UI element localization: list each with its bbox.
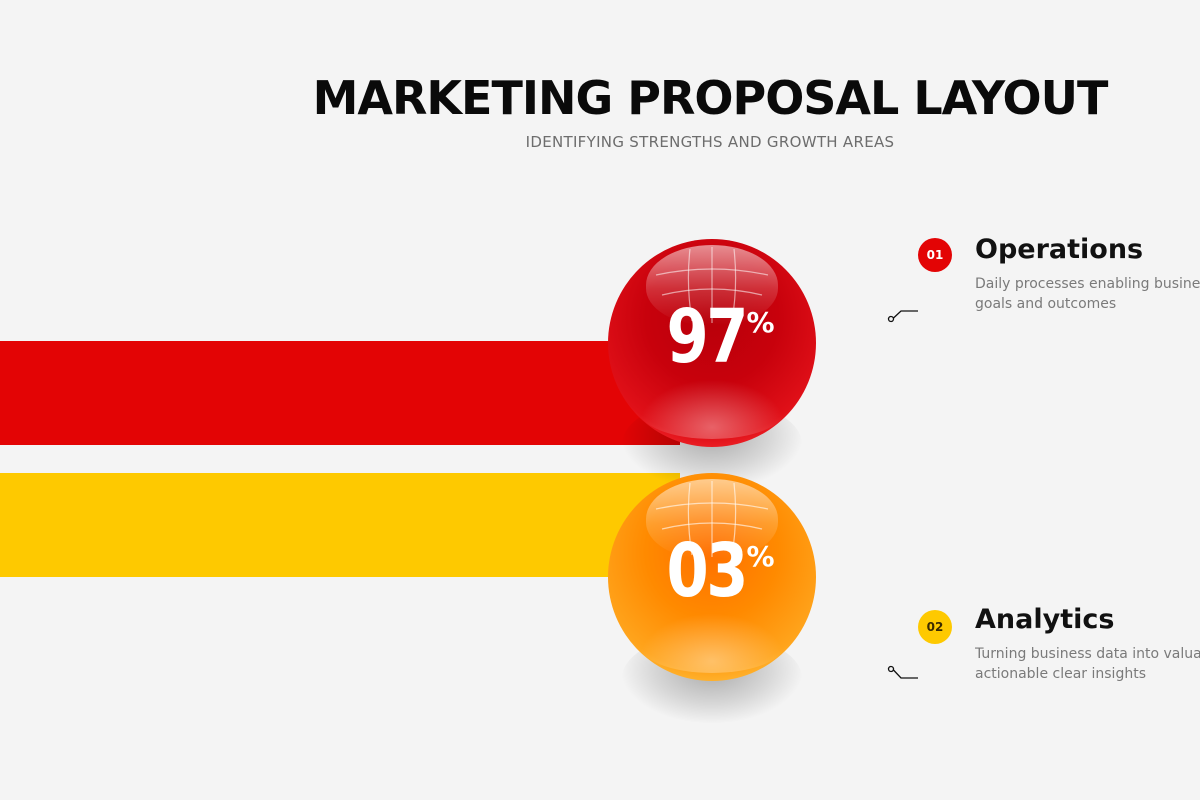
number-badge-01: 01 (918, 238, 952, 272)
item-title-analytics: Analytics (975, 604, 1115, 635)
sphere-gloss (646, 245, 778, 325)
sphere-ball: 97% (608, 239, 816, 447)
number-badge-02: 02 (918, 610, 952, 644)
percent-symbol: % (746, 306, 775, 339)
description-line: goals and outcomes (975, 296, 1117, 312)
description-line: Turning business data into valuable (975, 646, 1200, 662)
description-line: Daily processes enabling business (975, 276, 1200, 292)
page-title: MARKETING PROPOSAL LAYOUT (312, 71, 1109, 125)
sphere-bottom-glow (638, 613, 786, 673)
yellow-band (0, 473, 680, 577)
description-line: actionable clear insights (975, 666, 1146, 682)
connector-line-icon (887, 310, 918, 323)
percent-value: 03 (666, 528, 749, 614)
sphere-bottom-glow (638, 379, 786, 439)
connector-line-icon (887, 665, 918, 679)
percent-label: 03% (608, 531, 816, 631)
sphere-ball: 03% (608, 473, 816, 681)
red-band (0, 341, 680, 445)
page-subtitle: IDENTIFYING STRENGTHS AND GROWTH AREAS (525, 133, 895, 151)
percent-value: 97 (666, 294, 749, 380)
orange-sphere: 03% (608, 473, 816, 723)
item-title-operations: Operations (975, 234, 1144, 265)
sphere-gloss (646, 479, 778, 559)
percent-label: 97% (608, 297, 816, 397)
percent-symbol: % (746, 540, 775, 573)
item-description: Turning business data into valuable acti… (975, 644, 1200, 684)
item-description: Daily processes enabling business goals … (975, 274, 1200, 314)
red-sphere: 97% (608, 239, 816, 489)
